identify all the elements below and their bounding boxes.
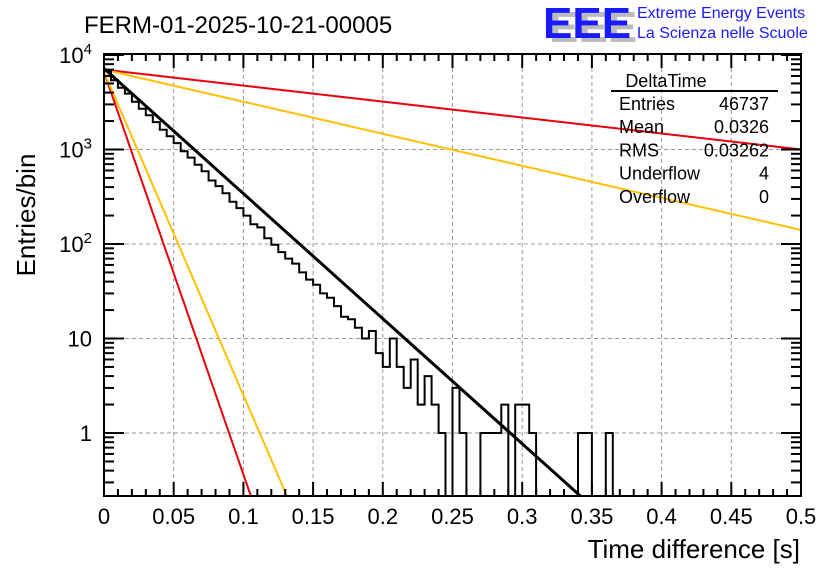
y-tick-base: 10 — [68, 327, 92, 352]
chart-title: FERM-01-2025-10-21-00005 — [84, 12, 392, 39]
x-tick-label: 0.35 — [570, 504, 613, 529]
y-tick-label: 1 — [80, 421, 92, 446]
y-tick-label: 10 — [68, 327, 92, 352]
stats-label: RMS — [619, 140, 659, 160]
x-tick-label: 0.45 — [710, 504, 753, 529]
y-tick-base: 10 — [59, 138, 83, 163]
stats-value: 0.0326 — [714, 117, 769, 137]
stats-label: Entries — [619, 94, 675, 114]
stats-box: DeltaTime Entries 46737 Mean 0.0326 RMS 0.032… — [611, 71, 778, 207]
x-tick-label: 0.4 — [646, 504, 677, 529]
stats-value: 0.03262 — [704, 140, 769, 160]
curve-red-shallow — [103, 68, 802, 151]
curve-red-steep — [103, 71, 252, 497]
stats-rows: Entries 46737 Mean 0.0326 RMS 0.03262Underflo… — [619, 94, 769, 207]
logo-letters: EEE — [543, 0, 631, 48]
stats-value: 0 — [759, 187, 769, 207]
y-tick-exponent: 3 — [84, 136, 92, 153]
curve-yellow-shallow — [103, 68, 802, 231]
stats-label: Underflow — [619, 164, 701, 184]
grid — [104, 54, 801, 496]
x-tick-label: 0.25 — [431, 504, 474, 529]
y-tick-label: 103 — [59, 136, 92, 163]
x-tick-label: 0 — [98, 504, 110, 529]
eee-logo: EEE EEE Extreme Energy Events La Scienza… — [543, 0, 808, 52]
x-tick-label: 0.05 — [152, 504, 195, 529]
x-axis-title: Time difference [s] — [588, 534, 800, 564]
axes — [103, 53, 802, 497]
x-tick-label: 0.3 — [507, 504, 538, 529]
stats-label: Overflow — [619, 187, 691, 207]
logo-letters-shadow: EEE — [549, 3, 637, 52]
y-tick-label: 102 — [59, 230, 92, 257]
x-tick-labels: 0 0.05 0.1 0.15 0.2 0.25 0.3 0.35 0.4 0.45 0.5 — [98, 504, 816, 529]
logo-line1: Extreme Energy Events — [637, 5, 805, 22]
x-tick-label: 0.15 — [292, 504, 335, 529]
y-tick-base: 1 — [80, 421, 92, 446]
y-tick-base: 10 — [59, 232, 83, 257]
x-tick-label: 0.2 — [368, 504, 399, 529]
y-tick-exponent: 2 — [84, 230, 92, 247]
y-axis-title: Entries/bin — [11, 154, 41, 277]
stats-title: DeltaTime — [625, 71, 706, 91]
x-tick-label: 0.1 — [228, 504, 259, 529]
y-tick-exponent: 4 — [84, 41, 92, 58]
curve-yellow-steep — [103, 71, 288, 497]
stats-value: 46737 — [719, 94, 769, 114]
logo-line2: La Scienza nelle Scuole — [637, 25, 808, 42]
y-tick-label: 104 — [59, 41, 92, 68]
stats-value: 4 — [759, 164, 769, 184]
stats-label: Mean — [619, 117, 664, 137]
x-tick-label: 0.5 — [786, 504, 817, 529]
y-tick-base: 10 — [59, 43, 83, 68]
